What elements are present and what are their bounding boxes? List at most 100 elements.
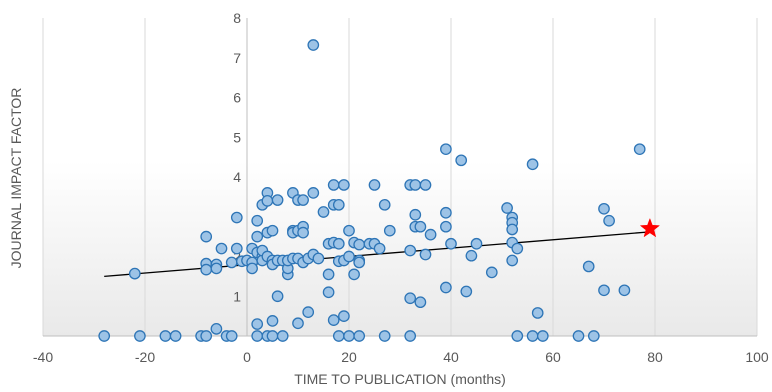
y-axis-title: JOURNAL IMPACT FACTOR <box>8 88 24 269</box>
data-point <box>511 330 524 342</box>
data-point <box>348 268 360 281</box>
y-tick-label: 1 <box>233 288 241 304</box>
data-point <box>128 267 141 280</box>
data-point <box>307 39 320 51</box>
x-tick-label: -20 <box>135 349 155 365</box>
data-point <box>378 330 391 342</box>
y-tick-label: 7 <box>233 50 241 66</box>
x-tick-label: 0 <box>243 349 251 365</box>
plot-area <box>43 18 757 336</box>
data-point <box>271 194 284 206</box>
x-tick-label: 100 <box>745 349 769 365</box>
data-point <box>343 250 355 263</box>
data-point <box>134 330 146 342</box>
data-point <box>368 179 381 191</box>
data-point <box>246 262 258 275</box>
data-point <box>526 330 539 342</box>
data-point <box>251 330 264 342</box>
data-point <box>455 154 468 167</box>
data-point <box>460 285 473 298</box>
data-point <box>332 330 345 342</box>
data-point <box>98 330 111 342</box>
data-point <box>317 206 330 218</box>
data-point <box>230 211 243 224</box>
data-point <box>200 230 213 243</box>
data-point <box>633 143 646 156</box>
x-tick-label: -40 <box>33 349 53 365</box>
data-point <box>526 158 539 171</box>
data-point <box>332 198 345 211</box>
data-point <box>536 330 549 342</box>
data-point <box>440 206 452 219</box>
data-point <box>414 296 427 309</box>
data-point <box>200 263 213 276</box>
y-tick-label: 5 <box>233 129 241 145</box>
y-tick-label: 2 <box>233 249 241 265</box>
data-point <box>404 244 417 257</box>
data-point <box>511 242 524 255</box>
data-point <box>251 230 264 243</box>
data-point <box>210 322 223 335</box>
data-point <box>200 330 213 342</box>
y-tick-label: 8 <box>233 10 241 26</box>
x-tick-label: 80 <box>647 349 663 365</box>
data-point <box>302 306 315 318</box>
data-point <box>307 187 320 199</box>
data-point <box>292 317 304 330</box>
data-point <box>271 290 284 303</box>
data-point <box>501 202 513 214</box>
data-point <box>266 224 279 237</box>
data-point <box>582 260 595 273</box>
data-point <box>445 237 457 250</box>
data-point <box>210 262 223 275</box>
data-point <box>572 330 585 342</box>
data-point <box>409 208 422 221</box>
data-point <box>506 223 519 236</box>
data-point <box>378 198 391 211</box>
data-point <box>332 237 345 250</box>
data-point <box>353 238 366 251</box>
data-point <box>338 310 350 322</box>
grid-lines <box>42 18 758 336</box>
data-point <box>322 268 335 281</box>
data-point <box>414 220 427 233</box>
data-point <box>276 330 289 342</box>
data-point <box>470 237 483 250</box>
data-point <box>343 224 355 237</box>
data-point <box>266 315 279 327</box>
data-points <box>98 39 646 342</box>
data-point <box>327 314 340 326</box>
data-point <box>419 248 432 261</box>
data-point <box>353 330 366 342</box>
data-point <box>297 194 309 206</box>
data-point <box>383 224 396 237</box>
data-point <box>440 281 452 294</box>
data-point <box>598 284 610 297</box>
trendline <box>104 231 650 278</box>
data-point <box>266 330 279 342</box>
data-point <box>261 195 274 207</box>
data-point <box>506 254 519 267</box>
y-tick-label: 4 <box>233 169 241 185</box>
data-point <box>587 330 600 342</box>
data-point <box>404 292 417 305</box>
data-point <box>373 242 386 255</box>
highlight-layer <box>639 217 661 238</box>
trendline-layer <box>104 231 650 278</box>
data-point <box>169 330 182 342</box>
data-point <box>603 214 615 227</box>
data-point <box>225 330 238 342</box>
data-point <box>230 242 243 255</box>
data-point <box>618 284 631 297</box>
x-tick-label: 60 <box>545 349 561 365</box>
data-point <box>404 330 417 342</box>
highlight-star <box>639 217 661 238</box>
data-point <box>297 226 309 239</box>
y-tick-label: 6 <box>233 90 241 106</box>
data-point <box>440 220 452 233</box>
data-point <box>327 179 340 191</box>
x-tick-label: 40 <box>443 349 459 365</box>
x-axis-title: TIME TO PUBLICATION (months) <box>294 371 506 387</box>
x-tick-label: 20 <box>341 349 357 365</box>
